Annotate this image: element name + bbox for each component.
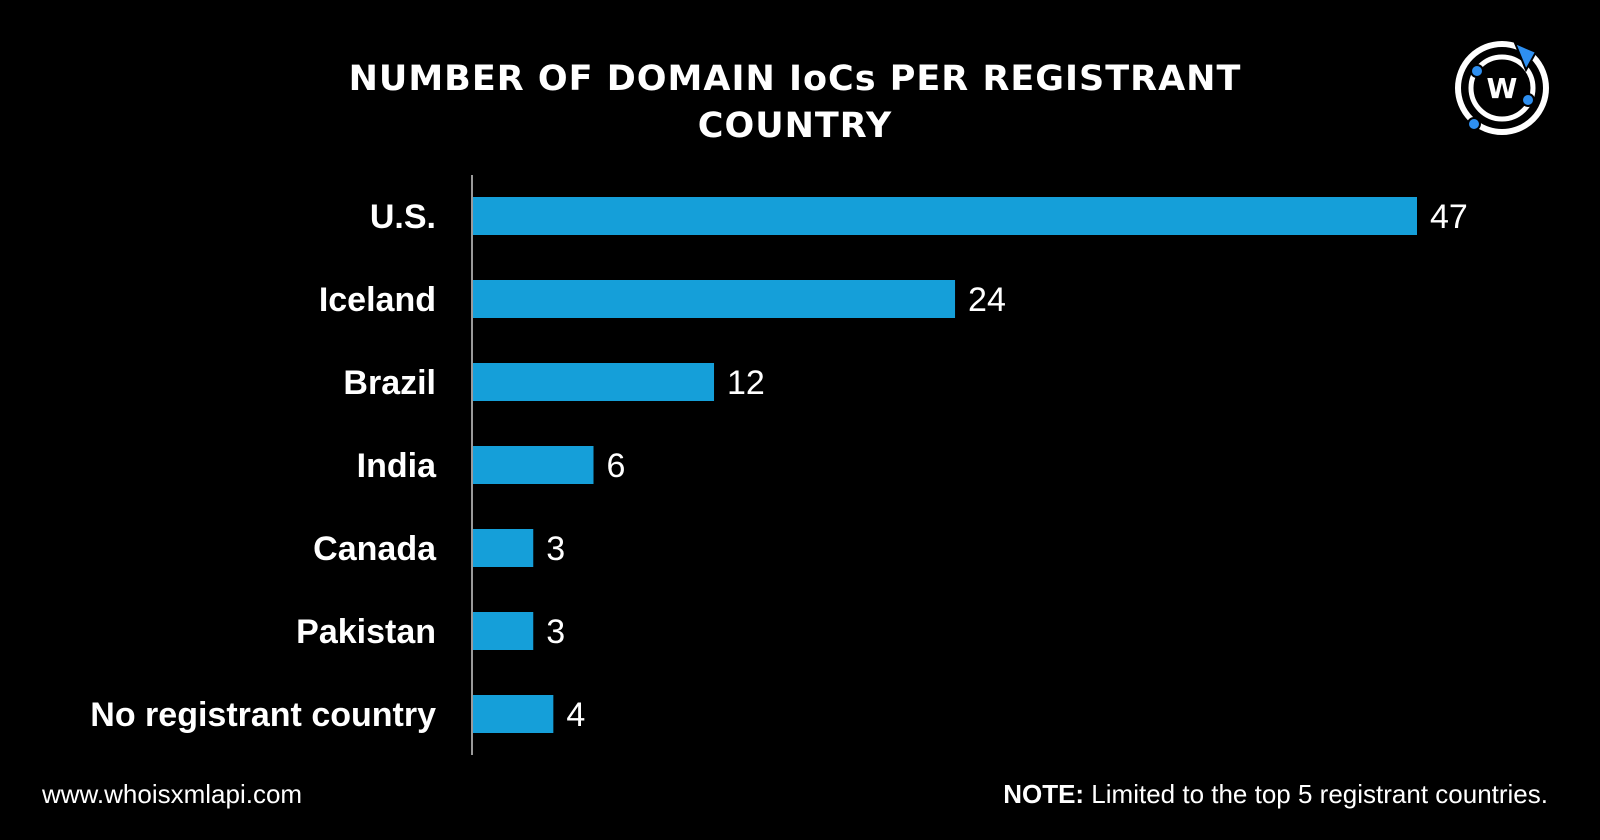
- bar-pakistan: [473, 612, 534, 650]
- bar-iceland: [473, 280, 956, 318]
- bars-group: [473, 197, 1417, 733]
- chart-title-line-1: NUMBER OF DOMAIN IoCs PER REGISTRANT: [348, 59, 1242, 99]
- category-label-brazil: Brazil: [343, 364, 436, 402]
- value-label-pakistan: 3: [546, 613, 565, 651]
- website-url: www.whoisxmlapi.com: [42, 779, 303, 809]
- value-label-canada: 3: [546, 530, 565, 568]
- category-label-no-registrant-country: No registrant country: [90, 696, 436, 734]
- value-labels-group: 47 24 12 6 3 3 4: [546, 198, 1468, 734]
- value-label-iceland: 24: [968, 281, 1006, 319]
- bar-brazil: [473, 363, 715, 401]
- value-label-no-registrant-country: 4: [566, 696, 585, 734]
- logo-letter: W: [1487, 72, 1518, 105]
- bar-canada: [473, 529, 534, 567]
- footer-note: NOTE: Limited to the top 5 registrant co…: [1003, 778, 1548, 810]
- category-labels-group: U.S. Iceland Brazil India Canada Pakistan No r…: [90, 198, 437, 734]
- bar-india: [473, 446, 594, 484]
- category-label-iceland: Iceland: [319, 281, 436, 319]
- whoisxmlapi-logo-icon: W: [1455, 41, 1549, 135]
- chart-title-line-2: COUNTRY: [697, 106, 893, 146]
- category-label-pakistan: Pakistan: [296, 613, 436, 651]
- chart-title: NUMBER OF DOMAIN IoCs PER REGISTRANT COU…: [0, 56, 1590, 150]
- category-label-canada: Canada: [313, 530, 437, 568]
- category-label-india: India: [357, 447, 437, 485]
- note-label: NOTE:: [1003, 779, 1085, 809]
- bar-no-registrant-country: [473, 695, 554, 733]
- value-label-u-s: 47: [1430, 198, 1468, 236]
- note-text: Limited to the top 5 registrant countrie…: [1084, 779, 1548, 809]
- value-label-india: 6: [607, 447, 626, 485]
- value-label-brazil: 12: [727, 364, 765, 402]
- bar-u-s: [473, 197, 1417, 235]
- category-label-u-s: U.S.: [370, 198, 436, 236]
